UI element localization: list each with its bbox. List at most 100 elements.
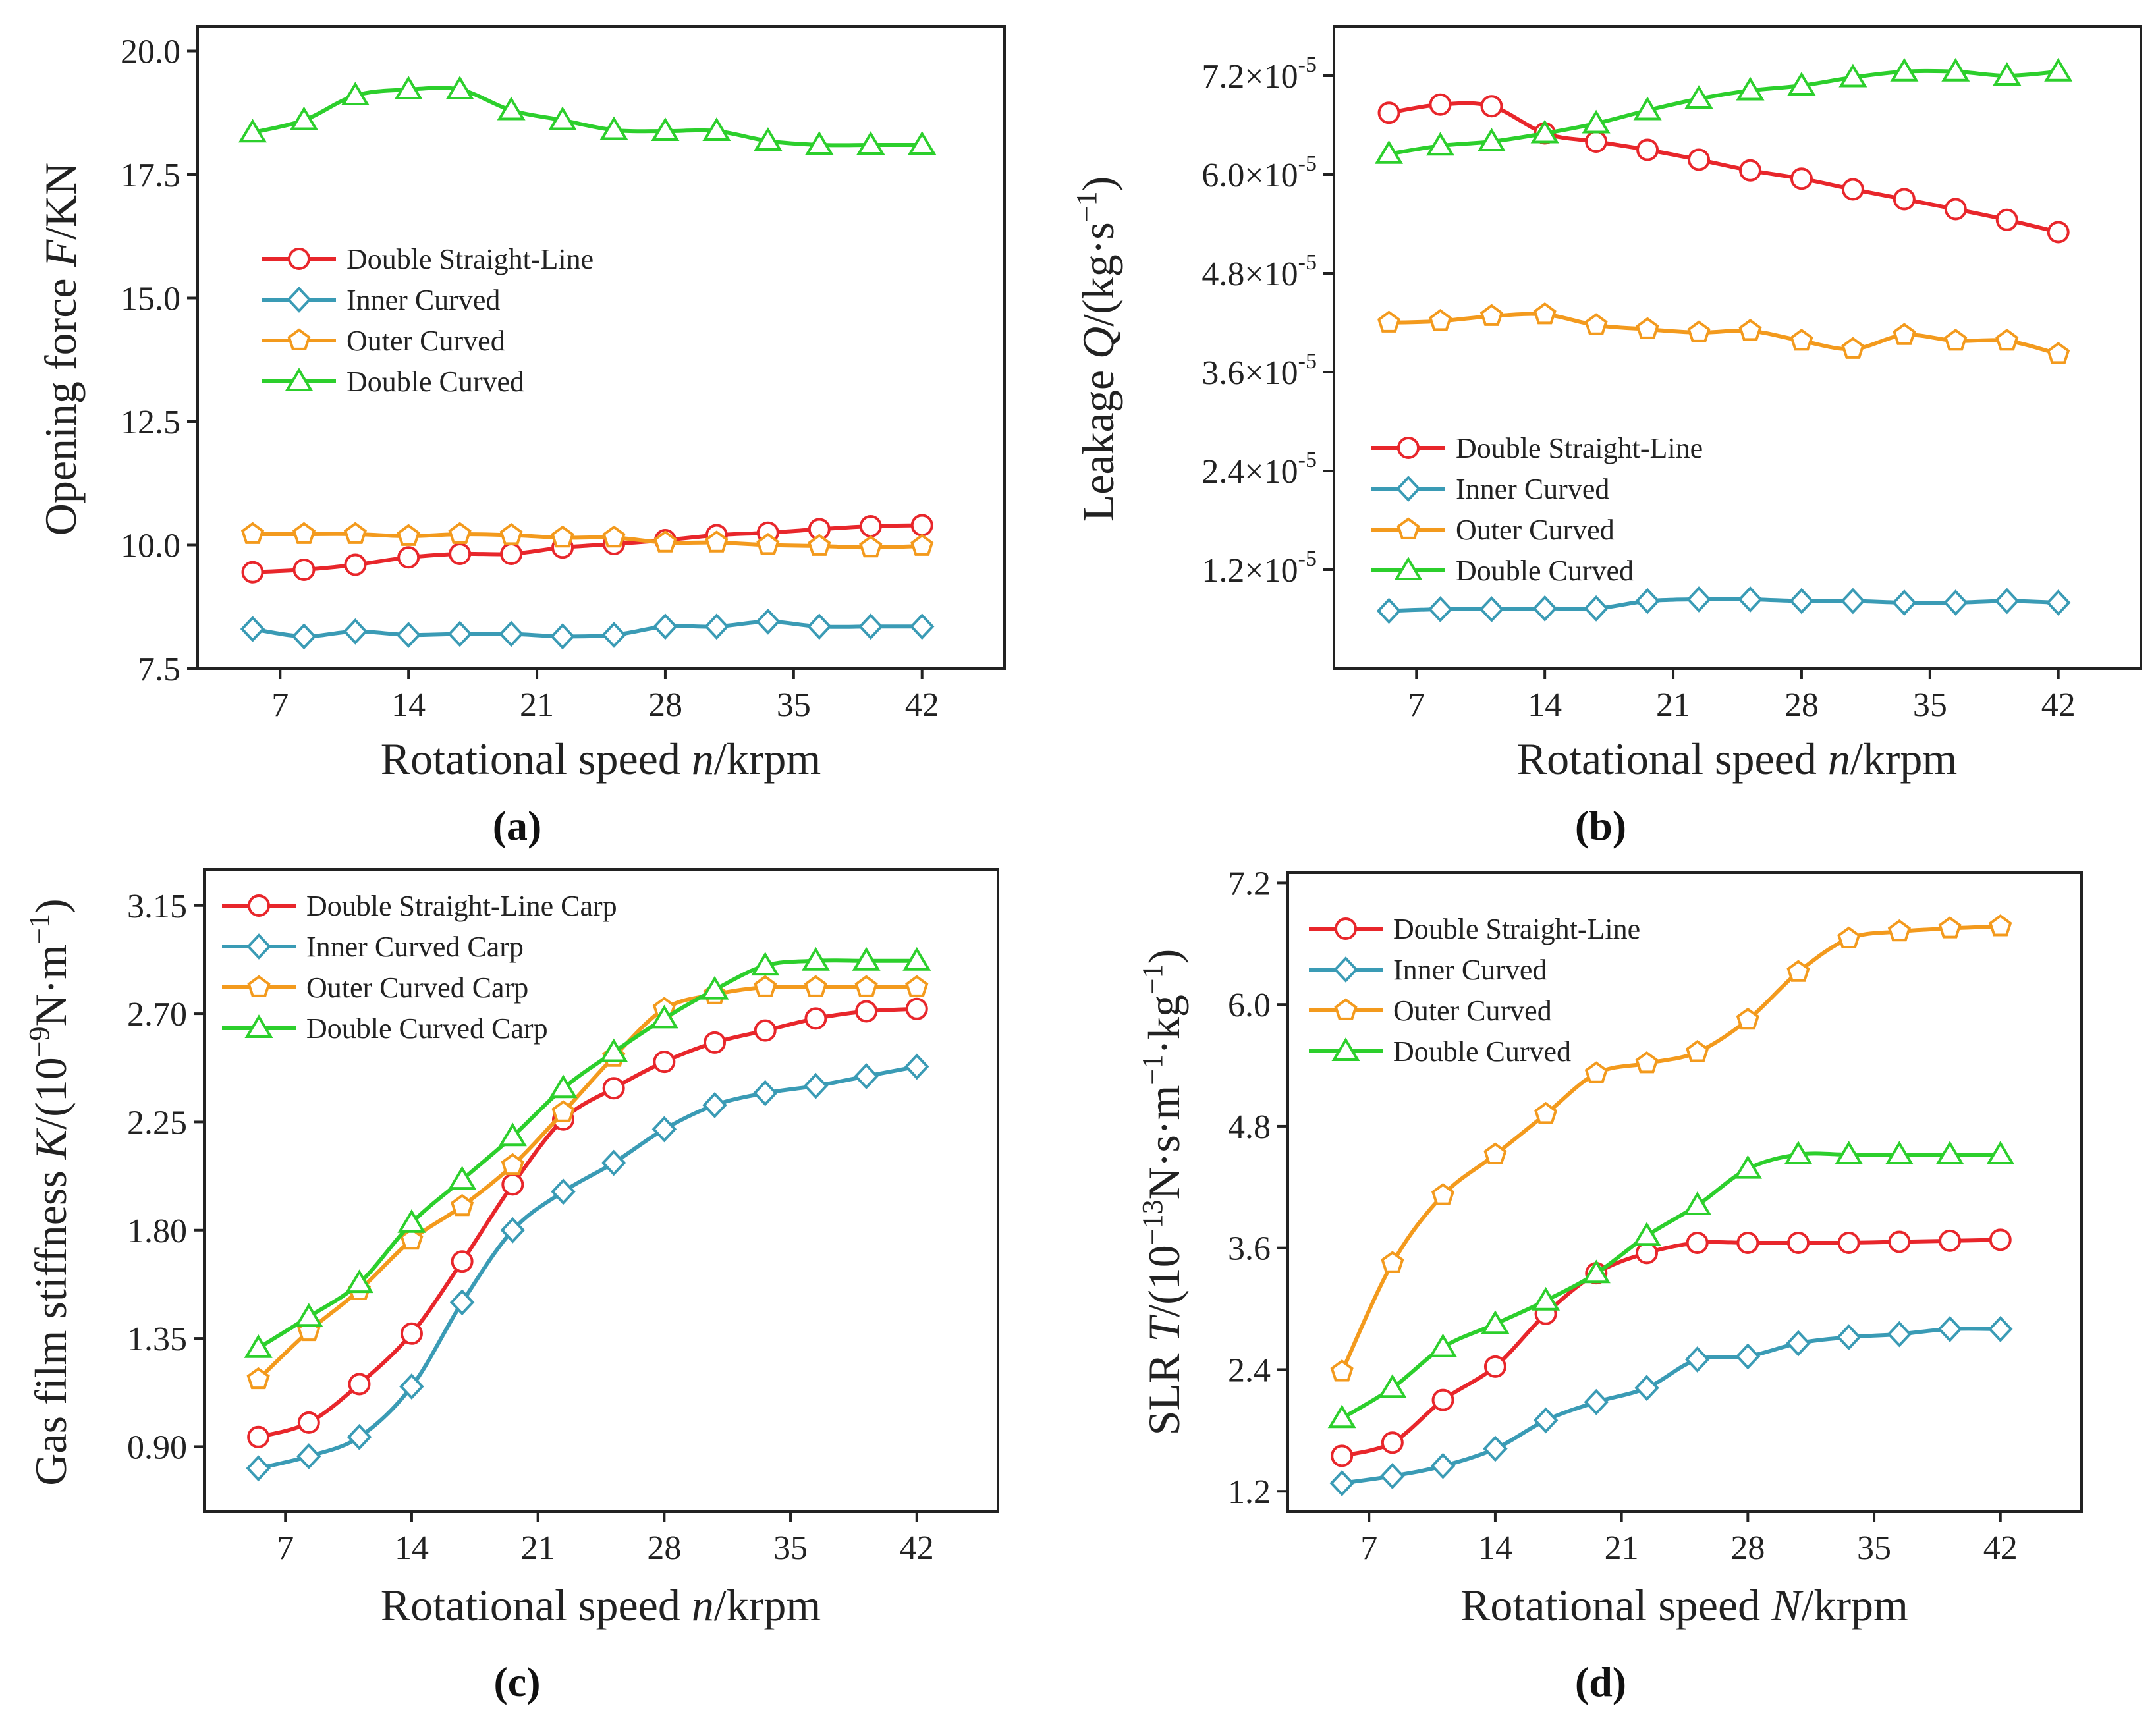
y-tick-label: 20.0 [121, 34, 180, 71]
series-outer-curved [240, 522, 934, 558]
series-outer-curved [1377, 302, 2070, 364]
data-point [1481, 1310, 1510, 1334]
data-point [1534, 1101, 1558, 1124]
data-point [804, 1007, 827, 1030]
x-tick-label: 42 [905, 686, 939, 724]
data-point [1786, 960, 1810, 982]
data-point [244, 1334, 273, 1358]
data-point [801, 946, 830, 971]
data-point [1378, 1374, 1407, 1398]
data-point [1377, 101, 1400, 124]
data-point [1584, 1388, 1609, 1415]
legend-label: Double Curved Carp [306, 1012, 548, 1045]
data-point [2045, 589, 2071, 616]
y-axis-title: SLR T/(10−13N·s·m−1·kg−1) [1136, 949, 1189, 1436]
data-point [653, 613, 678, 640]
data-point [1479, 304, 1503, 326]
panel-label: (b) [1575, 802, 1626, 849]
data-point [1329, 1469, 1354, 1496]
data-point [1483, 1355, 1506, 1378]
data-point [240, 522, 265, 544]
data-point [852, 946, 881, 971]
data-point [1789, 588, 1814, 615]
data-point [501, 1153, 524, 1176]
data-point [602, 525, 626, 548]
y-tick-label: 3.6×10-5 [1202, 349, 1317, 392]
panel-label: (c) [493, 1658, 540, 1705]
data-point [500, 543, 523, 565]
x-tick-label: 28 [1730, 1529, 1765, 1567]
legend-label: Double Straight-Line Carp [306, 890, 617, 922]
y-tick-label: 6.0×10-5 [1202, 151, 1317, 194]
y-tick-label: 1.80 [127, 1213, 187, 1250]
data-point [859, 535, 883, 558]
data-point [752, 1080, 778, 1107]
plot-frame [1286, 871, 2083, 1513]
data-point [599, 116, 628, 140]
series-double-straight-line [247, 997, 928, 1448]
series-inner-curved [240, 608, 935, 650]
legend-marker [1396, 476, 1421, 502]
data-point [499, 620, 524, 647]
data-point [1885, 1141, 1914, 1164]
data-point [343, 522, 367, 544]
data-point [1787, 1231, 1810, 1254]
y-tick-label: 3.15 [127, 888, 187, 925]
data-point [448, 522, 472, 544]
data-point [1686, 1040, 1709, 1062]
data-point [1944, 198, 1967, 221]
data-point [445, 76, 474, 99]
data-point [804, 975, 827, 997]
y-axis-title: Leakage Q/(kg·s−1) [1070, 177, 1123, 522]
data-point [246, 1455, 271, 1482]
data-point [808, 534, 831, 556]
data-point [1939, 1229, 1962, 1252]
legend-marker [285, 368, 314, 391]
data-point [1684, 1346, 1710, 1373]
y-axis-title: Opening force F/KN [36, 163, 86, 536]
x-axis-title: Rotational speed n/krpm [381, 734, 821, 784]
y-tick-label: 2.70 [127, 996, 187, 1033]
data-point [754, 1019, 777, 1042]
data-point [1477, 128, 1506, 151]
data-point [1687, 320, 1711, 342]
x-tick-label: 42 [2041, 686, 2076, 724]
legend-label: Outer Curved [1456, 514, 1615, 546]
data-point [498, 1122, 527, 1147]
x-tick-label: 14 [395, 1529, 429, 1567]
data-point [704, 613, 729, 640]
data-point [1841, 178, 1864, 201]
legend-label: Inner Curved [346, 284, 500, 316]
data-point [1893, 188, 1916, 211]
data-point [910, 514, 933, 537]
data-point [909, 613, 935, 640]
y-tick-label: 7.2 [1228, 865, 1271, 902]
data-point [289, 106, 319, 130]
data-point [601, 622, 626, 648]
data-point [400, 1322, 423, 1345]
series-line [258, 1064, 918, 1471]
data-point [451, 1250, 474, 1273]
series-double-straight-line [1331, 1228, 2012, 1467]
data-point [1993, 62, 2022, 86]
legend-marker [1331, 1037, 1360, 1061]
data-point [1427, 596, 1453, 622]
data-point [1686, 1231, 1709, 1254]
legend-marker [287, 287, 312, 313]
data-point [1480, 95, 1503, 118]
data-point [294, 1303, 323, 1327]
data-point [1836, 1324, 1862, 1351]
data-point [551, 1100, 575, 1122]
panel-label: (d) [1575, 1658, 1626, 1705]
legend-marker [1334, 998, 1358, 1020]
plot-frame [196, 25, 1006, 670]
data-point [343, 618, 368, 645]
data-point [1381, 1251, 1404, 1273]
y-tick-label: 1.2 [1228, 1473, 1271, 1511]
data-point [1582, 109, 1611, 134]
data-point [1582, 1259, 1611, 1284]
data-point [551, 525, 574, 548]
x-axis-title: Rotational speed N/krpm [1460, 1580, 1908, 1630]
data-point [2044, 57, 2073, 82]
data-point [854, 1063, 879, 1089]
